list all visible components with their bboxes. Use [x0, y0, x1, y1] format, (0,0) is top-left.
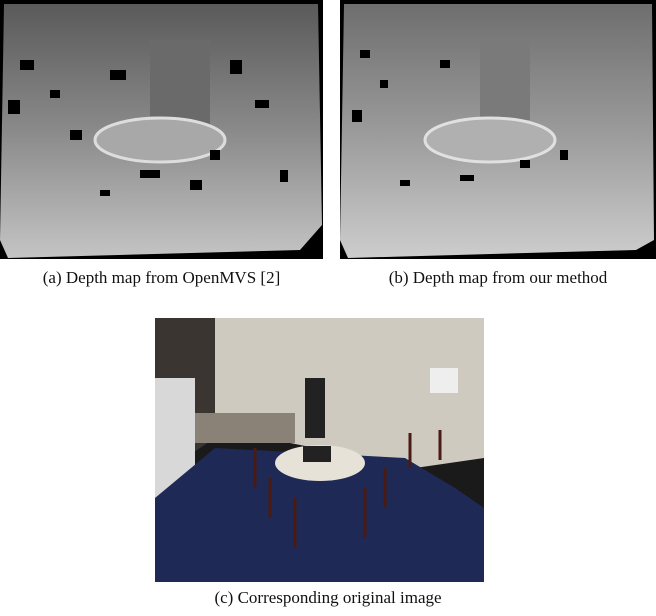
depth-map-openmvs — [0, 0, 323, 259]
original-image — [155, 318, 484, 582]
caption: (b) Depth map from our method — [340, 268, 656, 288]
caption: (c) Corresponding original image — [0, 588, 656, 608]
caption: (a) Depth map from OpenMVS [2] — [0, 268, 323, 288]
page: {"figure": {"subfigures": [ {"caption": … — [0, 0, 656, 616]
depth-map-ours — [340, 0, 656, 259]
